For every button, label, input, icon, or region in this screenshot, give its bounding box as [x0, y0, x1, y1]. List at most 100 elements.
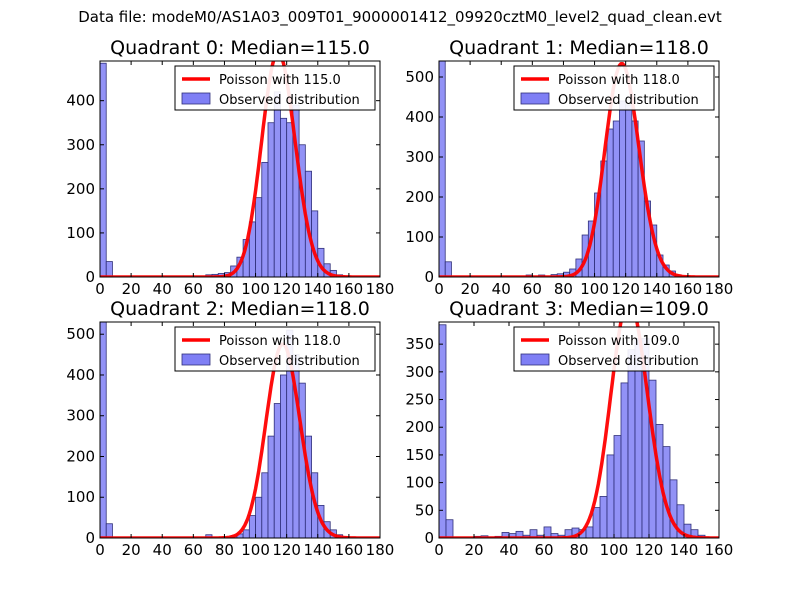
quadrant-3-panel: 0 20 40 60 80 100 120 140 160 0 50 100 150 200 250 300 3… [405, 298, 733, 559]
x-tick-label: 20 [464, 541, 483, 559]
x-tick-label: 140 [303, 280, 332, 298]
x-tick-label: 40 [492, 280, 511, 298]
x-tick-label: 80 [569, 541, 588, 559]
histogram-bar [273, 91, 281, 277]
x-tick-label: 80 [215, 280, 234, 298]
x-tick-label: 20 [122, 280, 141, 298]
histogram-bar [599, 496, 608, 538]
histogram-bar [612, 120, 620, 277]
histogram-bar [627, 349, 636, 538]
y-tick-label: 0 [85, 268, 95, 286]
histogram-bar [273, 403, 281, 538]
y-tick-label: 0 [424, 268, 434, 286]
x-tick-label: 60 [184, 541, 203, 559]
poisson-curve [100, 61, 380, 277]
y-tick-label: 300 [405, 148, 434, 166]
axes-frame [438, 60, 720, 278]
x-tick-label: 100 [241, 280, 270, 298]
y-tick-label: 100 [405, 228, 434, 246]
legend-observed-swatch [520, 92, 550, 105]
legend: Poisson with 118.0 Observed distribution [174, 326, 376, 372]
x-tick-label: 60 [184, 280, 203, 298]
x-tick-label: 60 [523, 280, 542, 298]
x-tick-label: 160 [335, 280, 364, 298]
y-tick-label: 400 [66, 92, 95, 110]
histogram-bar [606, 128, 614, 277]
y-tick-label: 300 [66, 136, 95, 154]
y-tick-label: 150 [405, 446, 434, 464]
histogram-bar [620, 382, 629, 538]
y-tick-label: 200 [405, 418, 434, 436]
y-tick-label: 200 [66, 180, 95, 198]
y-tick-label: 100 [66, 488, 95, 506]
poisson-curve [439, 61, 719, 277]
legend-poisson-label: Poisson with 109.0 [558, 334, 680, 349]
panel-title: Quadrant 0: Median=115.0 [110, 37, 370, 59]
x-tick-label: 140 [303, 541, 332, 559]
histogram-bar [105, 261, 113, 277]
legend-poisson-label: Poisson with 118.0 [219, 334, 341, 349]
x-tick-label: 120 [272, 280, 301, 298]
legend: Poisson with 115.0 Observed distribution [174, 65, 376, 111]
y-tick-label: 100 [66, 224, 95, 242]
histogram-bar [261, 161, 269, 277]
legend-observed-label: Observed distribution [219, 93, 360, 108]
legend-observed-label: Observed distribution [558, 354, 699, 369]
y-tick-label: 300 [405, 363, 434, 381]
poisson-curve [100, 342, 380, 538]
x-tick-label: 120 [635, 541, 664, 559]
x-tick-label: 60 [534, 541, 553, 559]
histogram-bar [585, 526, 594, 538]
y-tick-label: 350 [405, 335, 434, 353]
figure-suptitle: Data file: modeM0/AS1A03_009T01_90000014… [78, 8, 722, 26]
y-tick-label: 0 [424, 529, 434, 547]
quadrant-0-panel: 0 20 40 60 80 100 120 140 160 1800100200300400Qua… [66, 37, 394, 298]
histogram-bar [439, 61, 446, 277]
panel-title: Quadrant 3: Median=109.0 [449, 298, 709, 320]
x-tick-label: 20 [122, 541, 141, 559]
y-tick-label: 100 [405, 474, 434, 492]
x-tick-label: 80 [215, 541, 234, 559]
y-tick-label: 200 [405, 188, 434, 206]
y-tick-label: 300 [66, 407, 95, 425]
histogram-bar [248, 515, 256, 538]
legend-poisson-label: Poisson with 115.0 [219, 73, 341, 88]
x-tick-label: 0 [95, 280, 105, 298]
x-tick-label: 180 [366, 280, 395, 298]
quadrant-2-panel: 0 20 40 60 80 100 120 140 160 1800100200300400500… [66, 298, 394, 559]
x-tick-label: 160 [674, 280, 703, 298]
y-tick-label: 50 [415, 501, 434, 519]
y-tick-label: 500 [66, 325, 95, 343]
y-tick-label: 250 [405, 391, 434, 409]
histogram-bar [255, 197, 263, 277]
x-tick-label: 140 [670, 541, 699, 559]
x-tick-label: 180 [705, 280, 734, 298]
histogram-bar [255, 496, 263, 538]
histogram-bar [100, 62, 107, 277]
y-tick-label: 400 [405, 108, 434, 126]
axes-frame [99, 60, 381, 278]
x-tick-label: 80 [554, 280, 573, 298]
histogram-bar [445, 519, 454, 538]
y-tick-label: 0 [85, 529, 95, 547]
histogram-bar [280, 117, 288, 277]
legend-observed-label: Observed distribution [219, 354, 360, 369]
histogram-bar [619, 100, 627, 277]
x-tick-label: 160 [705, 541, 734, 559]
histogram-bar [286, 122, 294, 277]
legend: Poisson with 118.0 Observed distribution [513, 65, 715, 111]
y-tick-label: 200 [66, 447, 95, 465]
histogram-bar [105, 523, 113, 538]
histogram-bar [592, 507, 601, 538]
x-tick-label: 0 [434, 541, 444, 559]
x-tick-label: 0 [434, 280, 444, 298]
histogram-bar [267, 435, 275, 538]
x-tick-label: 100 [241, 541, 270, 559]
x-tick-label: 160 [335, 541, 364, 559]
histogram-bar [529, 529, 538, 538]
panel-title: Quadrant 2: Median=118.0 [110, 298, 370, 320]
histogram-bar [100, 322, 107, 538]
x-tick-label: 40 [499, 541, 518, 559]
x-tick-label: 40 [153, 541, 172, 559]
